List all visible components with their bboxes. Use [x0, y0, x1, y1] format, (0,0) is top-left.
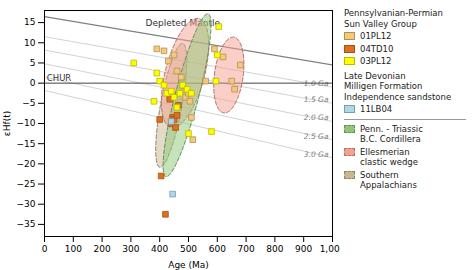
html-text:Penn. - Triassic: Penn. - Triassic — [360, 123, 423, 134]
svg-text:500: 500 — [180, 244, 197, 254]
html-text:Independence sandstone: Independence sandstone — [344, 91, 452, 102]
svg-text:700: 700 — [238, 244, 255, 254]
svg-text:600: 600 — [209, 244, 226, 254]
svg-text:0: 0 — [42, 244, 48, 254]
svg-text:2.0 Ga: 2.0 Ga — [304, 113, 329, 122]
svg-text:1.5 Ga: 1.5 Ga — [304, 95, 329, 104]
svg-text:−35: −35 — [17, 219, 36, 229]
svg-text:0: 0 — [30, 78, 36, 88]
html-text:Southern: Southern — [360, 169, 399, 180]
html-text:04TD10: 04TD10 — [360, 43, 394, 54]
svg-text:10: 10 — [24, 38, 36, 48]
svg-text:15: 15 — [24, 17, 35, 27]
html-text:03PL12: 03PL12 — [360, 56, 392, 66]
html-text:Late Devonian: Late Devonian — [344, 70, 406, 81]
svg-text:εHf(t): εHf(t) — [2, 111, 12, 136]
svg-text:400: 400 — [151, 244, 168, 254]
svg-text:200: 200 — [94, 244, 111, 254]
svg-text:Age (Ma): Age (Ma) — [168, 260, 209, 270]
html-text:B.C. Cordillera: B.C. Cordillera — [360, 134, 421, 144]
svg-text:−25: −25 — [17, 179, 36, 189]
svg-text:1.0 Ga: 1.0 Ga — [304, 79, 329, 88]
svg-text:CHUR: CHUR — [47, 73, 72, 83]
html-text:Milligen Formation: Milligen Formation — [344, 81, 423, 91]
html-text:Sun Valley Group: Sun Valley Group — [344, 18, 417, 29]
svg-text:−20: −20 — [17, 159, 36, 169]
html-text:01PL12: 01PL12 — [360, 31, 392, 41]
svg-text:−10: −10 — [17, 118, 36, 128]
html-text:11LB04: 11LB04 — [360, 104, 393, 114]
html-text:Appalachians: Appalachians — [360, 180, 417, 190]
svg-text:−5: −5 — [22, 98, 35, 108]
svg-text:−15: −15 — [17, 139, 36, 149]
svg-text:3.0 Ga: 3.0 Ga — [304, 150, 329, 159]
svg-text:900: 900 — [295, 244, 312, 254]
svg-text:2.5 Ga: 2.5 Ga — [304, 132, 329, 141]
html-text:Pennsylvanian-Permian: Pennsylvanian-Permian — [344, 8, 443, 18]
svg-text:−30: −30 — [17, 199, 36, 209]
svg-text:300: 300 — [122, 244, 139, 254]
html-text:clastic wedge: clastic wedge — [360, 157, 418, 167]
svg-text:800: 800 — [266, 244, 283, 254]
svg-text:5: 5 — [30, 58, 36, 68]
svg-text:1,000: 1,000 — [320, 244, 340, 254]
svg-text:100: 100 — [65, 244, 82, 254]
svg-text:Depleted Mantle: Depleted Mantle — [145, 17, 220, 28]
html-text:Ellesmerian: Ellesmerian — [360, 146, 410, 157]
